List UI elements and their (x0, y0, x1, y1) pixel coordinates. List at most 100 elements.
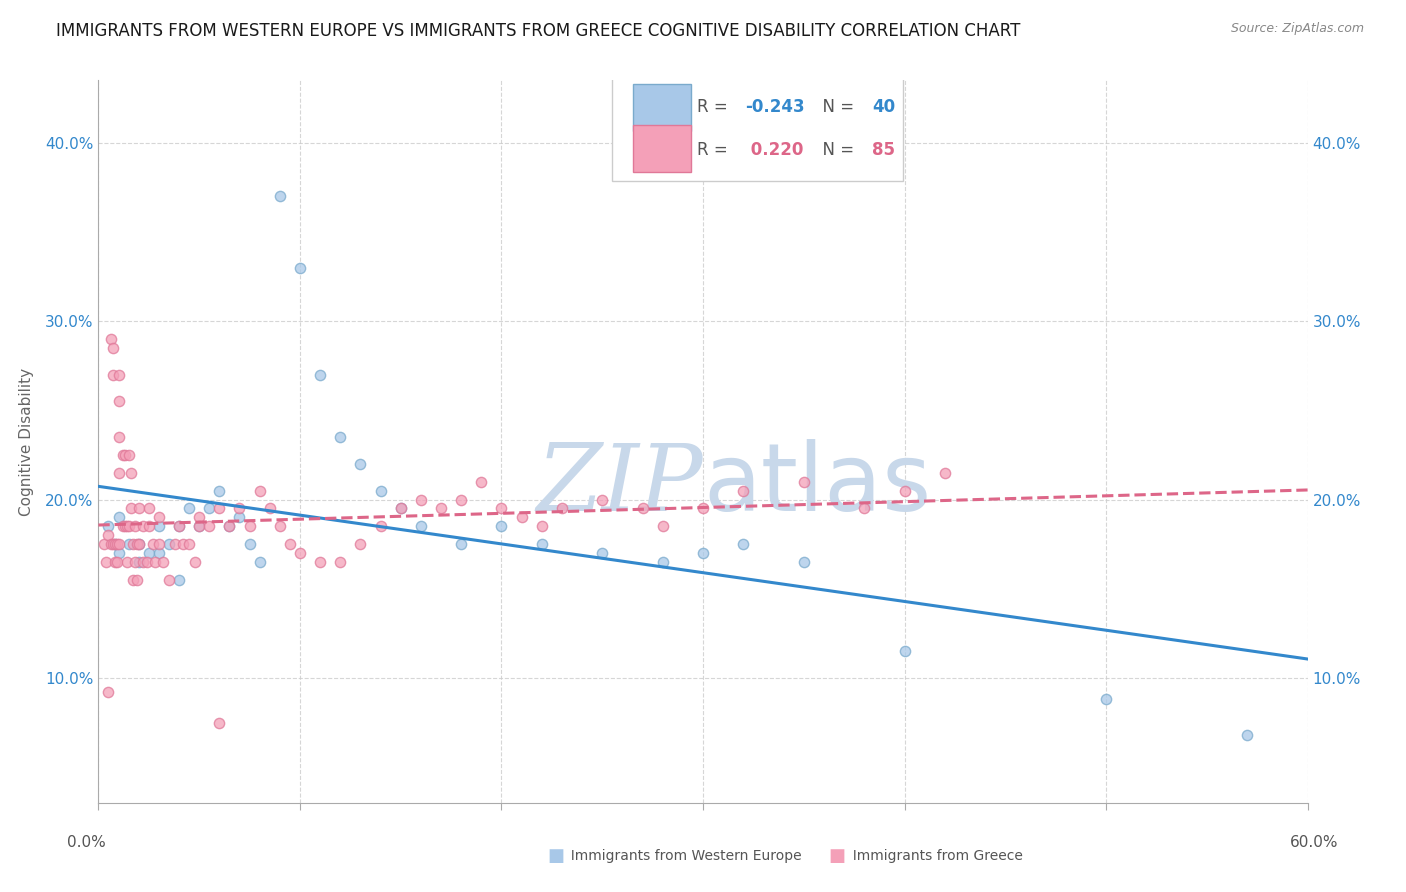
Point (389, 501, 412, 516)
Point (148, 519, 170, 533)
Point (309, 368, 332, 382)
Point (115, 555, 138, 569)
Point (142, 537, 165, 551)
Point (103, 555, 125, 569)
Point (135, 555, 157, 569)
Point (450, 537, 472, 551)
Point (120, 501, 142, 516)
Point (114, 448, 136, 462)
Point (93, 537, 115, 551)
Point (179, 537, 201, 551)
Point (1095, 692, 1118, 706)
Point (370, 483, 392, 498)
Text: Immigrants from Greece: Immigrants from Greece (844, 849, 1022, 863)
Point (188, 510, 211, 524)
Text: R =: R = (697, 98, 733, 116)
Point (510, 510, 533, 524)
Point (96, 555, 118, 569)
Point (167, 573, 190, 587)
Text: N =: N = (811, 98, 859, 116)
Text: ZIP: ZIP (536, 440, 703, 530)
Point (631, 501, 654, 516)
Point (132, 519, 155, 533)
Point (793, 475, 815, 489)
Point (138, 519, 160, 533)
Y-axis label: Cognitive Disability: Cognitive Disability (18, 368, 34, 516)
Text: 0.220: 0.220 (745, 141, 804, 160)
Point (198, 519, 221, 533)
Point (309, 555, 332, 569)
Point (733, 537, 755, 551)
Point (114, 519, 136, 533)
Point (530, 519, 553, 533)
Point (450, 492, 472, 507)
Point (111, 448, 134, 462)
FancyBboxPatch shape (633, 84, 690, 131)
Point (107, 537, 129, 551)
Point (198, 501, 221, 516)
Point (470, 475, 492, 489)
Point (163, 537, 186, 551)
Point (138, 546, 160, 560)
Text: -0.243: -0.243 (745, 98, 806, 116)
Point (591, 492, 613, 507)
Point (184, 555, 207, 569)
Point (128, 537, 150, 551)
Point (115, 519, 138, 533)
Text: ■: ■ (547, 847, 564, 865)
Point (121, 537, 143, 551)
Point (118, 448, 141, 462)
Text: IMMIGRANTS FROM WESTERN EUROPE VS IMMIGRANTS FROM GREECE COGNITIVE DISABILITY CO: IMMIGRANTS FROM WESTERN EUROPE VS IMMIGR… (56, 22, 1021, 40)
Point (893, 483, 915, 498)
Point (103, 537, 125, 551)
Point (179, 501, 201, 516)
Point (128, 501, 150, 516)
Point (591, 546, 613, 560)
Point (208, 501, 231, 516)
Point (128, 555, 150, 569)
Point (188, 519, 211, 533)
Point (157, 573, 180, 587)
Point (409, 492, 432, 507)
Point (1236, 728, 1258, 742)
Point (107, 394, 129, 409)
Point (530, 537, 553, 551)
Text: 0.0%: 0.0% (67, 836, 107, 850)
Point (208, 483, 231, 498)
Point (101, 341, 124, 355)
Text: Source: ZipAtlas.com: Source: ZipAtlas.com (1230, 22, 1364, 36)
Point (491, 519, 513, 533)
Point (228, 501, 250, 516)
Text: 85: 85 (872, 141, 896, 160)
Point (370, 519, 392, 533)
Point (409, 519, 432, 533)
Point (249, 483, 271, 498)
Point (934, 466, 956, 480)
Point (692, 501, 714, 516)
Point (167, 519, 190, 533)
Point (349, 457, 371, 471)
Point (893, 644, 915, 658)
Text: N =: N = (811, 141, 859, 160)
Point (103, 537, 125, 551)
Point (97, 519, 120, 533)
Point (125, 537, 148, 551)
Point (97, 528, 120, 542)
Point (107, 466, 129, 480)
Point (793, 555, 815, 569)
Point (100, 537, 122, 551)
Point (121, 573, 143, 587)
Point (124, 519, 146, 533)
Point (107, 368, 129, 382)
Point (269, 189, 291, 203)
Text: 60.0%: 60.0% (1291, 836, 1339, 850)
Point (107, 546, 129, 560)
Point (105, 555, 128, 569)
Text: atlas: atlas (703, 439, 931, 531)
Point (329, 430, 352, 444)
Point (278, 537, 301, 551)
FancyBboxPatch shape (633, 125, 690, 172)
Point (167, 519, 190, 533)
Point (101, 537, 124, 551)
Point (208, 715, 231, 730)
